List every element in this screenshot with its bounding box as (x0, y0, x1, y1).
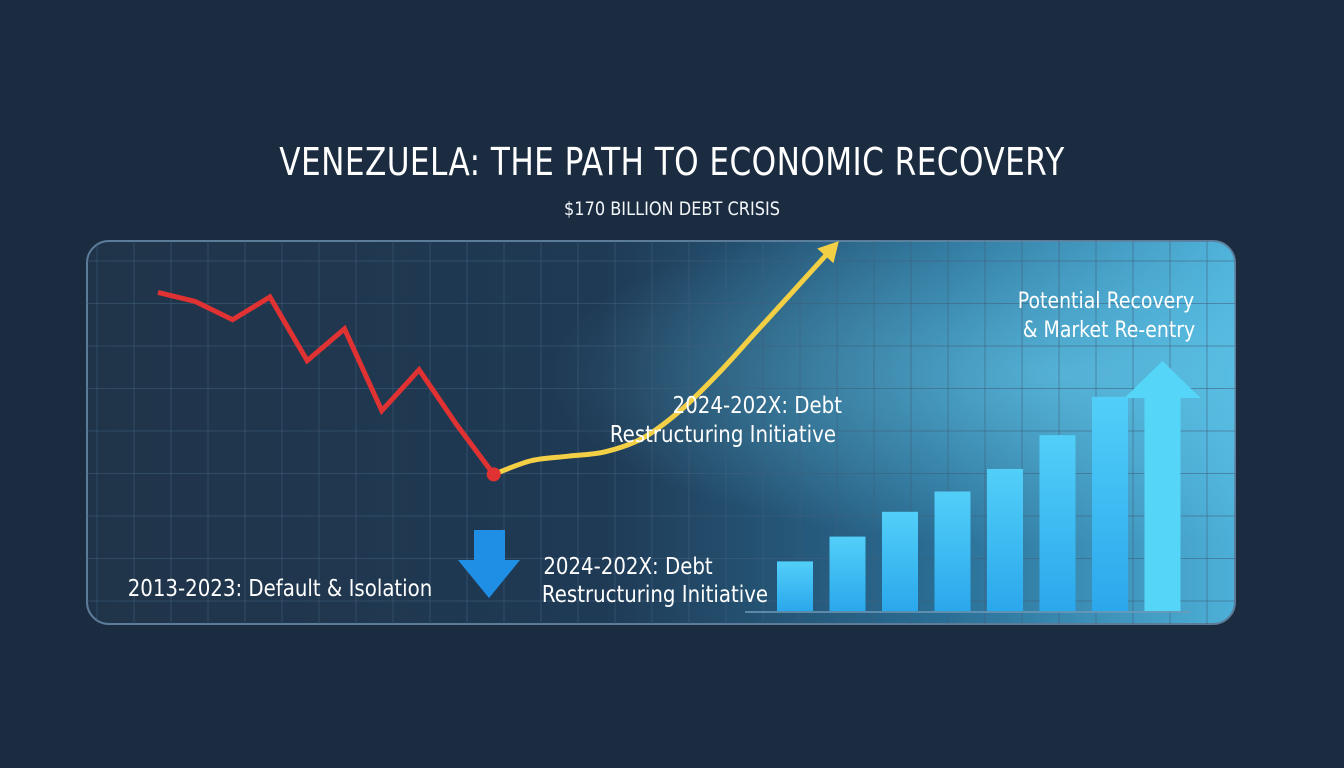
recovery-line (491, 248, 832, 477)
recovery-arrowhead (817, 241, 839, 264)
bar-2 (829, 536, 866, 611)
turning-point-marker (486, 467, 501, 482)
up-arrow-icon (1124, 361, 1201, 611)
annotation-restructuring-lower-line1: 2024-202X: Debt (543, 554, 712, 581)
annotation-restructuring-upper-line1: 2024-202X: Debt (673, 393, 842, 420)
annotation-recovery-line2: & Market Re-entry (1023, 317, 1195, 343)
bar-series (777, 396, 1128, 611)
annotation-recovery-line1: Potential Recovery (1018, 288, 1194, 314)
decline-line (157, 289, 496, 476)
chart-subtitle: $170 BILLION DEBT CRISIS (563, 198, 781, 220)
annotation-decline: 2013-2023: Default & Isolation (128, 576, 433, 603)
down-arrow-icon (458, 530, 520, 598)
bar-7 (1092, 396, 1128, 611)
chart-title: VENEZUELA: THE PATH TO ECONOMIC RECOVERY (279, 140, 1065, 184)
bar-1 (777, 561, 813, 611)
annotation-restructuring-upper-line2: Restructuring Initiative (610, 422, 836, 449)
bar-3 (882, 511, 918, 611)
annotation-restructuring-lower-line2: Restructuring Initiative (542, 582, 768, 609)
bar-5 (987, 468, 1023, 611)
bar-6 (1039, 435, 1076, 611)
bar-4 (934, 491, 971, 611)
